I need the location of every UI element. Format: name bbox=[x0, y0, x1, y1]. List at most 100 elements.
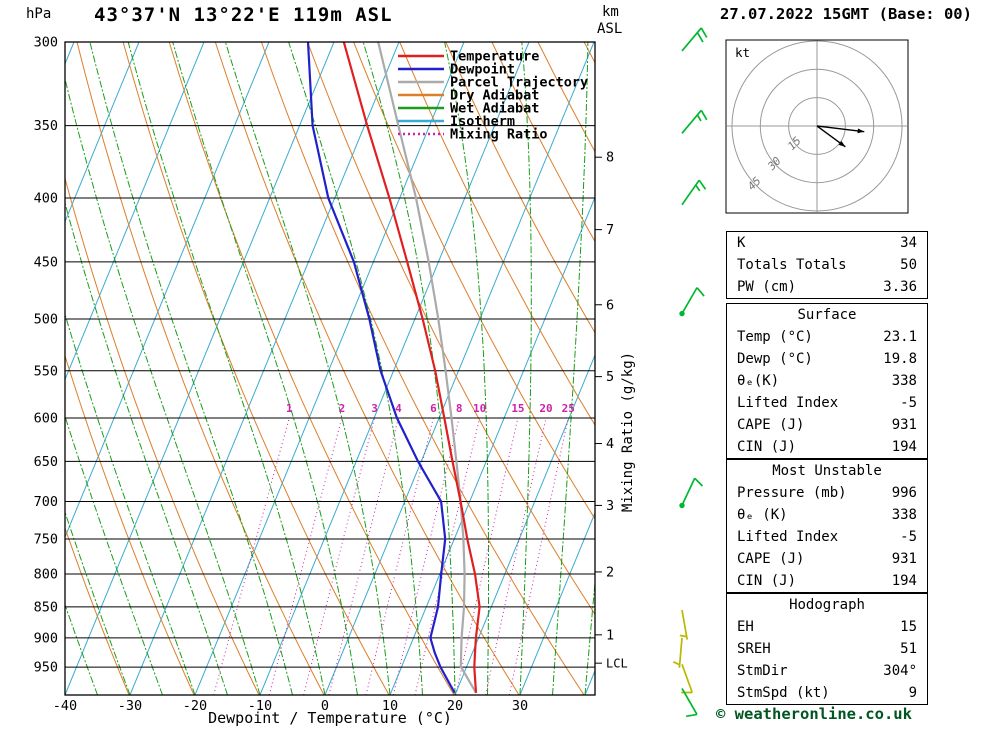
svg-text:-20: -20 bbox=[183, 698, 207, 714]
stat-label: Temp (°C) bbox=[737, 329, 813, 345]
x-axis-title: Dewpoint / Temperature (°C) bbox=[208, 709, 452, 727]
stat-label: StmSpd (kt) bbox=[737, 685, 830, 701]
stat-value: -5 bbox=[900, 529, 917, 545]
table-row: CIN (J) 194 bbox=[727, 570, 927, 592]
svg-text:300: 300 bbox=[34, 35, 58, 51]
svg-text:750: 750 bbox=[34, 531, 58, 547]
stat-label: PW (cm) bbox=[737, 279, 797, 295]
wind-barb bbox=[681, 664, 694, 694]
wind-barb bbox=[681, 27, 708, 52]
stat-value: 51 bbox=[900, 641, 917, 657]
wind-barb bbox=[672, 637, 683, 668]
table-row: Lifted Index -5 bbox=[727, 392, 927, 414]
svg-text:Dry Adiabat: Dry Adiabat bbox=[450, 88, 539, 104]
svg-text:Wet Adiabat: Wet Adiabat bbox=[450, 101, 539, 117]
table-row: PW (cm) 3.36 bbox=[727, 276, 927, 298]
svg-text:10: 10 bbox=[382, 698, 398, 714]
table-header: Hodograph bbox=[727, 594, 927, 616]
pressure-labels: 300 350 400 450 500 550 600 650 700 750 800 850 900 9… bbox=[34, 35, 58, 676]
stat-value: 19.8 bbox=[883, 351, 917, 367]
hodograph-ring bbox=[731, 40, 903, 212]
stat-value: 15 bbox=[900, 619, 917, 635]
table-header: Most Unstable bbox=[727, 460, 927, 482]
table-row: Lifted Index -5 bbox=[727, 526, 927, 548]
stat-value: 194 bbox=[891, 439, 917, 455]
svg-text:-10: -10 bbox=[248, 698, 272, 714]
most-unstable-table: Most Unstable Pressure (mb) 996 θₑ (K) 338… bbox=[726, 459, 928, 593]
stat-label: θₑ(K) bbox=[737, 373, 780, 389]
parcel-trajectory-curve bbox=[377, 42, 477, 694]
svg-text:3: 3 bbox=[606, 498, 614, 514]
stat-value: 50 bbox=[900, 257, 917, 273]
table-row: θₑ (K) 338 bbox=[727, 504, 927, 526]
svg-text:2: 2 bbox=[339, 402, 346, 415]
svg-text:20: 20 bbox=[539, 402, 552, 415]
svg-text:600: 600 bbox=[34, 410, 58, 426]
table-row: SREH 51 bbox=[727, 638, 927, 660]
table-row: CAPE (J) 931 bbox=[727, 548, 927, 570]
stat-value: 9 bbox=[908, 685, 917, 701]
svg-text:400: 400 bbox=[34, 191, 58, 207]
stat-label: θₑ (K) bbox=[737, 507, 788, 523]
stat-value: 931 bbox=[891, 551, 917, 567]
svg-text:1: 1 bbox=[286, 402, 293, 415]
wind-barb bbox=[681, 688, 698, 718]
stat-label: CAPE (J) bbox=[737, 417, 805, 433]
stat-label: Totals Totals bbox=[737, 257, 847, 273]
stat-value: 338 bbox=[891, 373, 917, 389]
table-title: Hodograph bbox=[789, 597, 865, 613]
wind-barbs-group bbox=[672, 27, 708, 718]
hodograph-vector bbox=[816, 125, 865, 133]
table-row: EH 15 bbox=[727, 616, 927, 638]
svg-text:4: 4 bbox=[606, 436, 614, 452]
svg-text:700: 700 bbox=[34, 494, 58, 510]
km-axis-ticks: 8 7 6 5 4 3 2 1 LCL bbox=[595, 150, 628, 671]
surface-table: Surface Temp (°C) 23.1 Dewp (°C) 19.8 θₑ(K… bbox=[726, 303, 928, 459]
hodograph-ring bbox=[788, 97, 846, 155]
table-row: Totals Totals 50 bbox=[727, 254, 927, 276]
svg-text:850: 850 bbox=[34, 599, 58, 615]
table-row: K 34 bbox=[727, 232, 927, 254]
hodograph-arrowhead bbox=[857, 128, 865, 134]
svg-text:Parcel Trajectory: Parcel Trajectory bbox=[450, 75, 588, 91]
svg-text:650: 650 bbox=[34, 454, 58, 470]
hodograph-table: Hodograph EH 15 SREH 51 StmDir 304° StmSpd … bbox=[726, 593, 928, 705]
svg-text:500: 500 bbox=[34, 312, 58, 328]
wind-barb bbox=[679, 287, 705, 317]
svg-text:950: 950 bbox=[34, 660, 58, 676]
station-title: 43°37'N 13°22'E 119m ASL bbox=[94, 4, 393, 26]
mixing-ratio-labels: 1 2 3 4 6 8 10 15 20 25 bbox=[286, 402, 575, 415]
svg-text:LCL: LCL bbox=[606, 657, 628, 671]
pressure-unit-label: hPa bbox=[26, 6, 52, 22]
wind-barb bbox=[681, 109, 708, 134]
svg-text:2: 2 bbox=[606, 564, 614, 580]
asl-axis-label: ASL bbox=[597, 21, 623, 37]
copyright: © weatheronline.co.uk bbox=[716, 705, 912, 723]
svg-text:Mixing Ratio: Mixing Ratio bbox=[450, 127, 548, 143]
svg-text:Dewpoint: Dewpoint bbox=[450, 62, 515, 78]
svg-text:30: 30 bbox=[512, 698, 528, 714]
stat-value: 931 bbox=[891, 417, 917, 433]
table-title: Most Unstable bbox=[772, 463, 882, 479]
svg-text:800: 800 bbox=[34, 566, 58, 582]
stat-value: 3.36 bbox=[883, 279, 917, 295]
svg-text:550: 550 bbox=[34, 363, 58, 379]
svg-text:15: 15 bbox=[511, 402, 524, 415]
stat-label: Pressure (mb) bbox=[737, 485, 847, 501]
svg-text:Isotherm: Isotherm bbox=[450, 114, 515, 130]
svg-text:1: 1 bbox=[606, 627, 614, 643]
table-row: StmDir 304° bbox=[727, 660, 927, 682]
svg-text:900: 900 bbox=[34, 630, 58, 646]
indices-table: K 34 Totals Totals 50 PW (cm) 3.36 bbox=[726, 231, 928, 299]
datetime-label: 27.07.2022 15GMT (Base: 00) bbox=[720, 5, 972, 23]
km-axis-label: km bbox=[602, 4, 619, 20]
stat-value: 34 bbox=[900, 235, 917, 251]
isotherms-group bbox=[65, 42, 595, 695]
stat-value: 194 bbox=[891, 573, 917, 589]
stat-value: -5 bbox=[900, 395, 917, 411]
dewpoint-curve bbox=[306, 42, 456, 694]
svg-text:20: 20 bbox=[447, 698, 463, 714]
